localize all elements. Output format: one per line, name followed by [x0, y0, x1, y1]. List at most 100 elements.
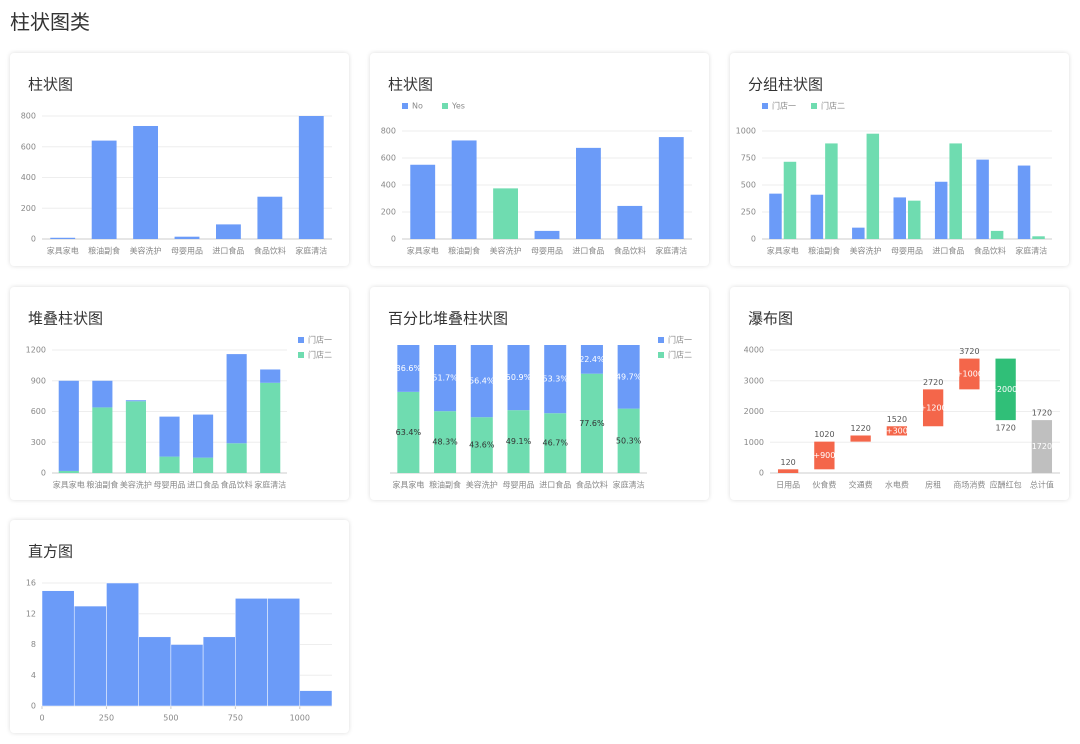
x-tick-label: 粮油副食: [448, 246, 480, 256]
bar: [893, 197, 906, 239]
bar: [866, 133, 880, 239]
y-tick-label: 200: [381, 208, 396, 217]
histogram-bar: [106, 582, 139, 707]
waterfall-bar: [850, 435, 871, 442]
x-tick-label: 粮油副食: [808, 246, 840, 256]
data-label: 77.6%: [579, 419, 605, 428]
chart-card: 柱状图 0 200 400 600 800 家具家电 粮油副食 美容洗护 母婴用品 进口食品 食品饮料…: [10, 53, 349, 266]
y-tick-label: 16: [26, 579, 36, 588]
bar: [216, 224, 241, 239]
x-tick-label: 食品饮料: [614, 246, 646, 256]
x-tick-label: 总计值: [1030, 480, 1054, 490]
chart-card: 分组柱状图 门店一 门店二 0 250 500 750 1000 家具家电 粮油副食 美容洗护 母婴用…: [730, 53, 1069, 266]
bar: [257, 196, 283, 239]
x-tick-label: 伙食费: [812, 480, 836, 490]
x-tick-label: 家庭清洁: [613, 480, 645, 490]
y-tick-label: 4000: [744, 346, 764, 355]
y-tick-label: 4: [31, 671, 36, 680]
bar: [825, 143, 838, 239]
bar: [410, 164, 436, 239]
legend-label: No: [412, 102, 423, 111]
x-tick-label: 进口食品: [539, 480, 571, 490]
chart: 瀑布图 0 1000 2000 3000 4000 日用品 伙食费 交通费 水电费 房租 商场消费 应酬…: [744, 310, 1060, 490]
bar: [934, 181, 948, 239]
legend-label: 门店二: [821, 101, 845, 111]
data-label: +1200: [920, 403, 947, 412]
data-label: 56.4%: [469, 377, 495, 386]
waterfall-bar: [777, 469, 799, 473]
x-tick-label: 进口食品: [212, 246, 244, 256]
y-tick-label: 0: [41, 469, 46, 478]
bar: [493, 188, 518, 239]
x-tick-label: 1000: [290, 714, 310, 723]
y-tick-label: 0: [759, 469, 764, 478]
bar-segment: [580, 373, 603, 473]
legend-label: Yes: [451, 102, 465, 111]
bar-segment: [617, 408, 640, 473]
histogram-bar: [138, 636, 172, 707]
bar: [451, 140, 477, 239]
x-tick-label: 家具家电: [47, 246, 79, 256]
x-tick-label: 粮油副食: [88, 246, 120, 256]
cumulative-label: 120: [780, 458, 795, 467]
bar-segment: [507, 345, 530, 411]
bar: [576, 147, 601, 239]
data-label: 46.7%: [543, 439, 569, 448]
bar-segment: [397, 391, 420, 473]
y-tick-label: 600: [381, 154, 396, 163]
legend-swatch: [442, 103, 448, 109]
bar-segment: [260, 369, 281, 383]
x-tick-label: 美容洗护: [120, 480, 152, 490]
data-label: 53.3%: [543, 375, 569, 384]
cumulative-label: 1220: [850, 424, 870, 433]
x-tick-label: 家庭清洁: [295, 246, 327, 256]
chart-title: 瀑布图: [748, 310, 793, 328]
x-tick-label: 250: [99, 714, 114, 723]
bar-segment: [193, 457, 214, 473]
bar: [50, 237, 76, 239]
data-label: +900: [813, 451, 835, 460]
cumulative-label: 1720: [995, 424, 1015, 433]
x-tick-label: 进口食品: [187, 480, 219, 490]
y-tick-label: 1000: [744, 438, 764, 447]
bar-segment: [159, 416, 180, 457]
cumulative-label: 1720: [1032, 409, 1052, 418]
y-tick-label: 1200: [26, 346, 46, 355]
x-tick-label: 500: [163, 714, 178, 723]
bar: [810, 194, 824, 239]
x-tick-label: 美容洗护: [490, 246, 522, 256]
chart-card: 柱状图 No Yes 0 200 400 600 800 家具家电 粮油副食 美容洗护 母婴用品 进口食…: [370, 53, 709, 266]
x-tick-label: 房租: [925, 480, 941, 490]
legend-label: 门店二: [308, 350, 332, 360]
legend-swatch: [402, 103, 408, 109]
y-tick-label: 800: [381, 127, 396, 136]
chart-card: 堆叠柱状图 门店一 门店二 0 300 600 900 1200 家具家电 粮油副食 美容洗护 母婴用…: [10, 287, 349, 500]
y-tick-label: 8: [31, 640, 36, 649]
legend-swatch: [811, 103, 817, 109]
bar: [976, 159, 989, 239]
bar-segment: [159, 456, 180, 473]
data-label: 36.6%: [396, 364, 422, 373]
data-label: +1000: [956, 369, 983, 378]
x-tick-label: 粮油副食: [429, 480, 461, 490]
data-label: +300: [886, 426, 908, 435]
histogram-bar: [267, 598, 301, 707]
bar: [617, 205, 643, 239]
x-tick-label: 家具家电: [767, 246, 799, 256]
bar: [908, 200, 921, 239]
y-tick-label: 2000: [744, 407, 764, 416]
legend-swatch: [658, 352, 664, 358]
data-label: 49.1%: [506, 437, 532, 446]
data-label: 63.4%: [396, 428, 422, 437]
x-tick-label: 进口食品: [572, 246, 604, 256]
x-tick-label: 家庭清洁: [655, 246, 687, 256]
y-tick-label: 250: [741, 208, 756, 217]
data-label: 50.9%: [506, 373, 532, 382]
chart-title: 柱状图: [28, 76, 73, 94]
waterfall-bar: [922, 389, 944, 427]
bar: [1032, 236, 1045, 239]
y-tick-label: 12: [26, 609, 36, 618]
data-label: 51.7%: [432, 374, 458, 383]
